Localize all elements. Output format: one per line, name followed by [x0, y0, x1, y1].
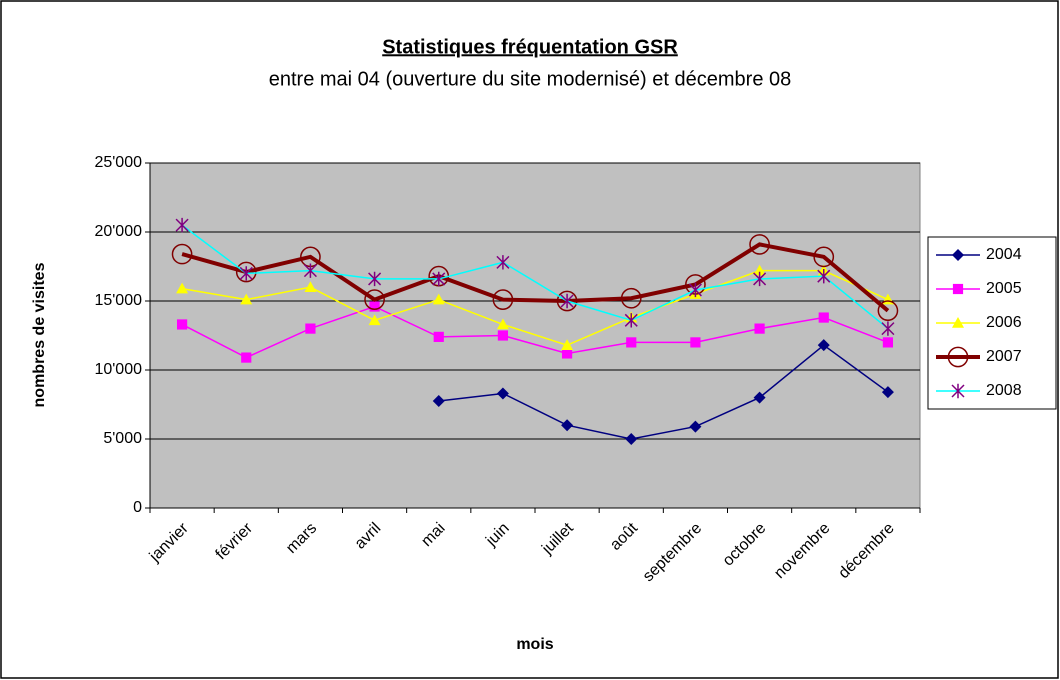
marker: [877, 300, 899, 322]
marker: [624, 313, 638, 328]
y-tick-label: 25'000: [94, 154, 142, 171]
marker: [432, 271, 446, 287]
marker: [240, 293, 253, 305]
series-line: [181, 242, 890, 313]
legend-label: 2005: [986, 280, 1022, 297]
marker: [433, 331, 444, 342]
marker: [432, 293, 445, 305]
marker: [881, 321, 895, 336]
marker: [754, 323, 765, 334]
series-line: [181, 269, 889, 346]
series-line: [181, 305, 889, 359]
marker: [951, 383, 965, 399]
legend-label: 2006: [986, 314, 1022, 331]
marker: [496, 255, 510, 270]
marker: [625, 433, 638, 445]
marker: [753, 271, 767, 287]
marker: [497, 330, 509, 341]
marker: [749, 234, 770, 255]
marker: [492, 289, 514, 310]
y-tick-label: 15'000: [94, 292, 142, 309]
marker: [626, 337, 637, 348]
y-tick-label: 20'000: [94, 223, 142, 240]
marker: [369, 301, 380, 312]
marker: [171, 243, 193, 265]
marker: [952, 249, 964, 261]
marker: [753, 391, 766, 404]
marker: [364, 289, 385, 310]
marker: [813, 246, 835, 268]
marker: [368, 314, 381, 326]
chart-subtitle: entre mai 04 (ouverture du site modernis…: [269, 68, 792, 90]
marker: [432, 395, 445, 408]
marker: [561, 339, 574, 350]
marker: [817, 339, 830, 352]
marker: [496, 387, 509, 400]
marker: [556, 290, 578, 312]
marker: [561, 419, 574, 432]
marker: [176, 319, 188, 330]
marker: [560, 293, 574, 309]
marker: [947, 346, 969, 368]
marker: [817, 268, 831, 284]
chart-title: Statistiques fréquentation GSR: [382, 36, 678, 58]
marker: [818, 312, 829, 323]
y-tick-label: 10'000: [94, 361, 142, 378]
marker: [753, 264, 766, 276]
legend-label: 2008: [986, 382, 1022, 399]
marker: [881, 386, 894, 399]
marker: [176, 282, 189, 294]
marker: [688, 282, 702, 298]
marker: [175, 217, 189, 233]
marker: [305, 323, 316, 334]
legend-label: 2007: [986, 348, 1022, 365]
series-line: [181, 224, 889, 330]
marker: [882, 337, 894, 348]
marker: [241, 352, 252, 363]
legend-label: 2004: [986, 246, 1022, 263]
y-axis-label: nombres de visites: [31, 262, 48, 407]
marker: [368, 271, 382, 287]
marker: [496, 318, 509, 330]
marker: [689, 420, 702, 433]
marker: [952, 317, 964, 328]
marker: [620, 287, 642, 309]
series-line: [438, 344, 889, 440]
marker: [690, 337, 701, 348]
x-axis-label: mois: [516, 636, 553, 653]
marker: [304, 281, 317, 292]
marker: [952, 283, 964, 295]
y-tick-label: 5'000: [103, 430, 142, 447]
marker: [239, 266, 253, 281]
y-tick-label: 0: [133, 499, 142, 516]
marker: [235, 261, 257, 283]
marker: [303, 263, 317, 278]
marker: [561, 348, 573, 359]
